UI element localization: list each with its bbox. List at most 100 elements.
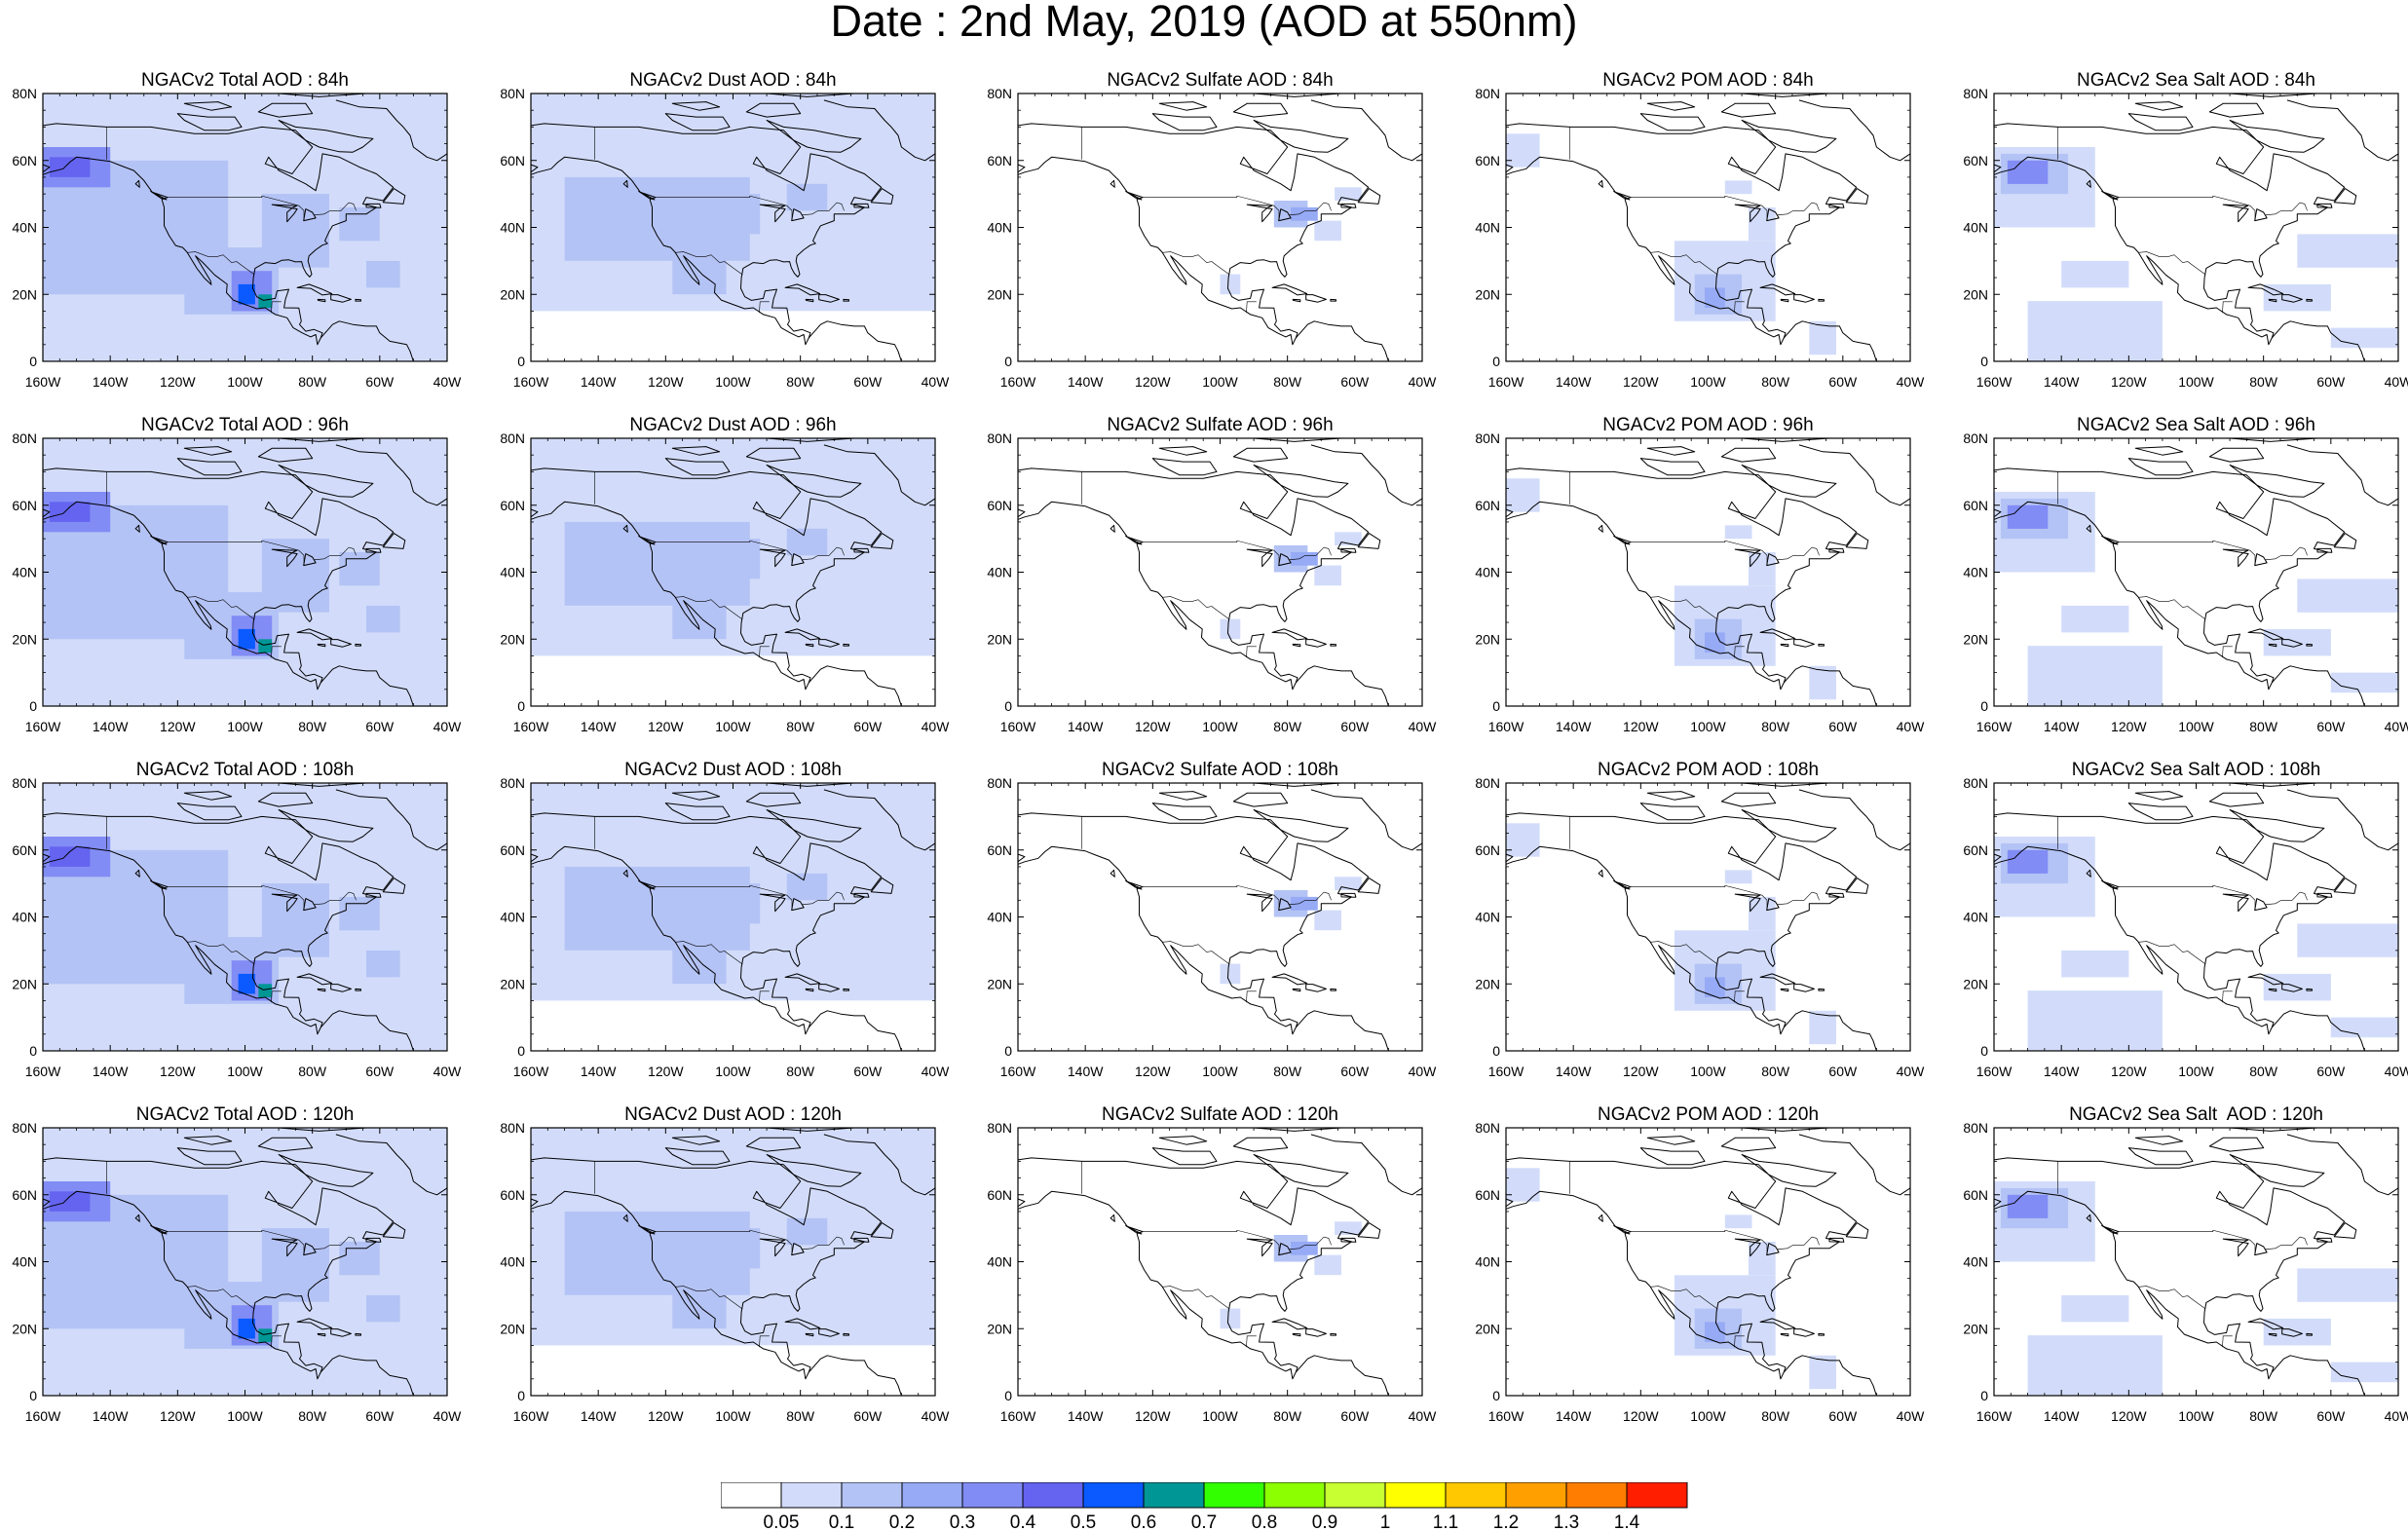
x-tick-label: 40W — [433, 1408, 463, 1424]
coastline-island — [622, 1214, 628, 1222]
x-tick-label: 100W — [227, 1408, 263, 1424]
colorbar-box — [1143, 1482, 1205, 1509]
x-tick-label: 80W — [298, 719, 327, 734]
aod-cell — [672, 220, 727, 295]
political-border — [1143, 1229, 1332, 1255]
coastline-island — [1818, 988, 1825, 991]
x-tick-label: 140W — [2044, 1408, 2080, 1424]
y-tick-label: 0 — [1980, 698, 1988, 714]
coastline-island — [365, 1237, 382, 1243]
x-tick-label: 80W — [786, 719, 815, 734]
coastline-island — [1720, 102, 1777, 118]
coastline-island — [2247, 283, 2284, 296]
coastline-island — [1357, 878, 1381, 894]
x-tick-label: 120W — [1135, 1408, 1171, 1424]
coastline-island — [2086, 1214, 2091, 1222]
x-tick-label: 40W — [2385, 719, 2408, 734]
y-tick-label: 80N — [1963, 775, 1988, 791]
aod-cell — [786, 1217, 828, 1246]
y-tick-label: 60N — [987, 842, 1012, 858]
x-tick-label: 60W — [2316, 1064, 2346, 1079]
colorbar-label: 1.3 — [1554, 1512, 1579, 1531]
coastline-island — [1845, 188, 1869, 205]
coastline-island — [257, 447, 314, 463]
map-plot-area: 160W 140W 120W 100W 80W 60W 40W 80N 60N 40N 20N 0 — [1475, 430, 1925, 734]
aod-cell — [258, 984, 273, 998]
coastline-island — [183, 1136, 233, 1145]
x-tick-label: 100W — [715, 719, 751, 734]
coastline-island — [1720, 1137, 1777, 1152]
coastline-south-america — [808, 1355, 902, 1396]
x-tick-label: 80W — [1273, 1064, 1302, 1079]
x-tick-label: 80W — [1761, 1408, 1790, 1424]
coastline-island — [296, 628, 333, 641]
colorbar-label: 0.05 — [764, 1512, 800, 1531]
x-tick-label: 100W — [2178, 1064, 2214, 1079]
coastline-island — [2134, 446, 2184, 456]
x-tick-label: 140W — [1068, 374, 1104, 390]
y-tick-label: 0 — [1004, 1043, 1012, 1059]
coastline-island — [622, 869, 628, 878]
y-tick-label: 20N — [1963, 1321, 1988, 1336]
coastline-south-america — [320, 1010, 414, 1051]
coastline-north-america — [531, 812, 883, 1035]
aod-cell — [2007, 1194, 2049, 1218]
coastline-island — [1639, 458, 1706, 476]
y-tick-label: 80N — [1475, 775, 1500, 791]
x-tick-label: 40W — [1897, 374, 1926, 390]
aod-cell — [339, 896, 380, 931]
political-border — [1631, 540, 1820, 566]
coastline-north-america — [1506, 1157, 1858, 1380]
coastline-island — [278, 809, 374, 842]
y-tick-label: 40N — [1963, 910, 1988, 925]
map-plot-area: 160W 140W 120W 100W 80W 60W 40W 80N 60N 40N 20N 0 — [987, 430, 1437, 734]
coastline-island — [1271, 628, 1308, 641]
political-border — [759, 301, 770, 314]
coastline-greenland — [1310, 1134, 1422, 1196]
x-tick-label: 80W — [786, 1064, 815, 1079]
map-panel: NGACv2 Sulfate AOD : 96h 160W 140W 120W 100W… — [975, 415, 1452, 756]
coastline-island — [1613, 535, 1631, 545]
coastline-island — [296, 973, 333, 986]
x-tick-label: 60W — [2316, 374, 2346, 390]
aod-cell — [2061, 260, 2129, 288]
x-tick-label: 140W — [1068, 1408, 1104, 1424]
coastline-island — [853, 1237, 870, 1243]
map-plot: 160W 140W 120W 100W 80W 60W 40W 80N 60N 40N 20N 0 — [1475, 1120, 1925, 1424]
coastline-greenland — [2286, 1134, 2398, 1196]
x-tick-label: 140W — [2044, 719, 2080, 734]
coastline-island — [745, 792, 802, 807]
panel-title: NGACv2 Total AOD : 84h — [141, 70, 349, 91]
aod-field — [1018, 783, 1422, 1051]
coastline-island — [1110, 524, 1115, 533]
panel-title: NGACv2 Sea Salt AOD : 120h — [2069, 1104, 2323, 1125]
coastline-island — [818, 1328, 840, 1337]
coastline-north-america — [43, 812, 395, 1035]
coastline-island — [805, 1332, 814, 1337]
coastline-greenland — [1310, 789, 1422, 851]
coastline-island — [1734, 548, 1761, 568]
coastline-island — [1793, 984, 1815, 992]
aod-cell — [786, 183, 828, 211]
map-panel: NGACv2 Sea Salt AOD : 108h 160W 140W 120W 10… — [1951, 760, 2408, 1101]
aod-cell — [1506, 478, 1540, 512]
map-plot-area: 160W 140W 120W 100W 80W 60W 40W 80N 60N 40N 20N 0 — [1963, 86, 2408, 390]
colorbar-box — [1384, 1482, 1447, 1509]
coastline-island — [2268, 298, 2277, 303]
coastline-island — [2222, 548, 2249, 568]
x-tick-label: 140W — [581, 374, 617, 390]
coastline-island — [2222, 1238, 2249, 1257]
y-tick-label: 80N — [12, 86, 37, 101]
map-panel: NGACv2 POM AOD : 120h 160W 140W 120W 100W 80W… — [1463, 1104, 1940, 1445]
coastline-south-america — [2271, 1355, 2365, 1396]
coastline-north-america — [1994, 812, 2346, 1035]
coastline-island — [330, 294, 352, 303]
aod-cell — [760, 655, 935, 706]
panel-title: NGACv2 Sulfate AOD : 84h — [1107, 70, 1334, 91]
coastline-island — [183, 101, 233, 111]
aod-cell — [1220, 274, 1241, 295]
x-tick-label: 80W — [1761, 719, 1790, 734]
coastline-island — [1639, 113, 1706, 131]
coastline-island — [1340, 1237, 1357, 1243]
political-border — [675, 251, 743, 276]
